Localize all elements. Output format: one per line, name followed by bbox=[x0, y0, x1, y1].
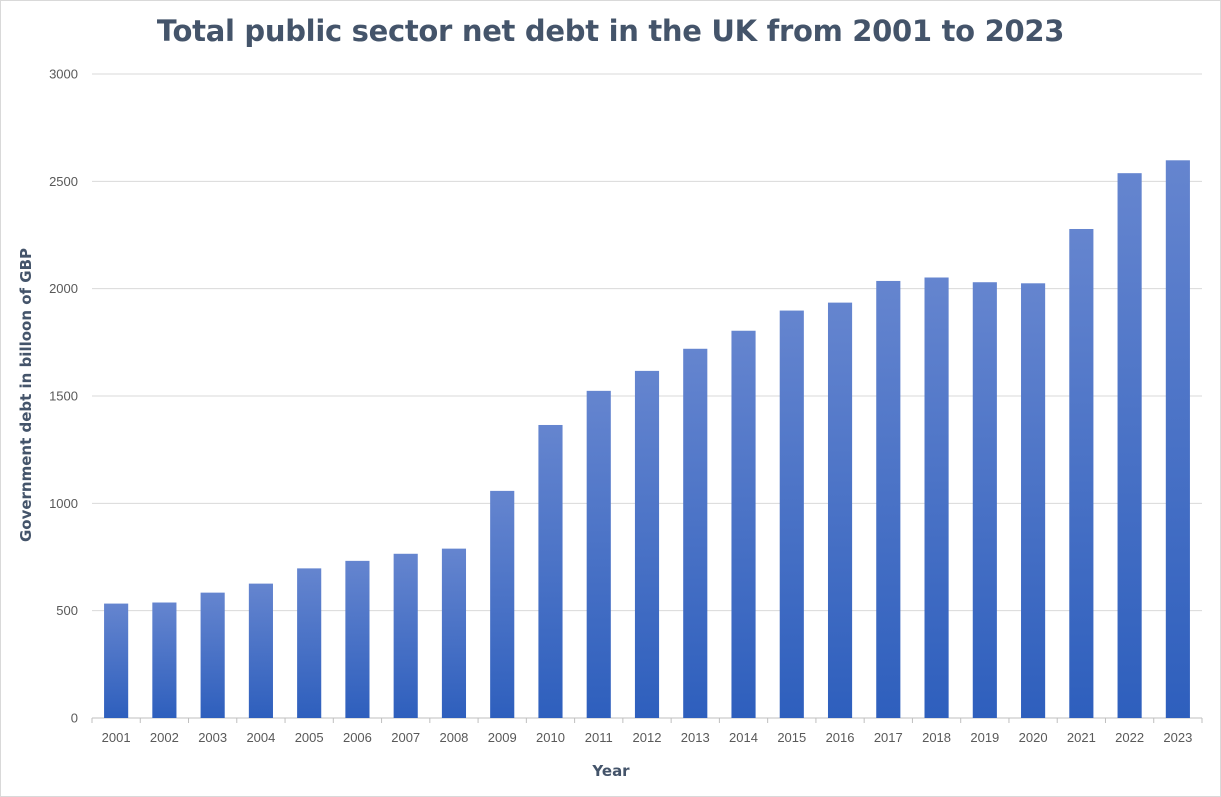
y-tick-label: 1500 bbox=[49, 389, 78, 404]
bar-2009 bbox=[490, 490, 515, 718]
x-tick-label: 2010 bbox=[536, 730, 565, 745]
bar-2021 bbox=[1069, 228, 1094, 719]
bar-2005 bbox=[297, 568, 322, 718]
x-tick-label: 2003 bbox=[198, 730, 227, 745]
bar-2007 bbox=[393, 553, 418, 718]
x-tick-label: 2023 bbox=[1163, 730, 1192, 745]
x-tick-label: 2005 bbox=[295, 730, 324, 745]
x-tick-label: 2021 bbox=[1067, 730, 1096, 745]
bar-2004 bbox=[248, 583, 273, 718]
y-axis-ticks: 0 500 1000 1500 2000 2500 3000 bbox=[49, 67, 78, 726]
x-tick-label: 2014 bbox=[729, 730, 758, 745]
bar-2016 bbox=[827, 302, 853, 718]
y-tick-label: 3000 bbox=[49, 67, 78, 82]
x-tick-label: 2020 bbox=[1019, 730, 1048, 745]
chart-title: Total public sector net debt in the UK f… bbox=[156, 14, 1065, 48]
bar-2020 bbox=[1021, 283, 1046, 718]
bars bbox=[104, 160, 1190, 719]
x-tick-label: 2012 bbox=[633, 730, 662, 745]
bar-2001 bbox=[104, 603, 129, 718]
bar-2012 bbox=[634, 370, 660, 718]
x-tick-label: 2008 bbox=[439, 730, 468, 745]
x-axis-title: Year bbox=[591, 762, 630, 780]
bar-2023 bbox=[1165, 160, 1190, 718]
bar-2010 bbox=[538, 424, 563, 718]
x-tick-label: 2009 bbox=[488, 730, 517, 745]
y-tick-label: 0 bbox=[71, 711, 78, 726]
bar-2014 bbox=[731, 330, 756, 718]
y-tick-label: 1000 bbox=[49, 496, 78, 511]
bar-2002 bbox=[152, 602, 177, 718]
x-tick-label: 2017 bbox=[874, 730, 903, 745]
x-tick-label: 2016 bbox=[826, 730, 855, 745]
x-tick-label: 2002 bbox=[150, 730, 179, 745]
x-tick-label: 2019 bbox=[970, 730, 999, 745]
x-tick-label: 2022 bbox=[1115, 730, 1144, 745]
bar-2019 bbox=[972, 282, 997, 718]
x-tick-label: 2001 bbox=[102, 730, 131, 745]
x-tick-label: 2018 bbox=[922, 730, 951, 745]
y-tick-label: 2000 bbox=[49, 281, 78, 296]
bar-2013 bbox=[683, 348, 708, 718]
bar-2017 bbox=[876, 280, 901, 718]
x-tick-label: 2011 bbox=[585, 730, 613, 745]
bar-2008 bbox=[441, 548, 467, 718]
x-tick-label: 2004 bbox=[246, 730, 275, 745]
x-tick-label: 2013 bbox=[681, 730, 710, 745]
bar-2022 bbox=[1117, 173, 1142, 718]
y-tick-label: 500 bbox=[56, 603, 78, 618]
bar-2003 bbox=[200, 592, 225, 718]
bar-2011 bbox=[586, 390, 611, 718]
x-axis-ticks: 2001 2002 2003 2004 2005 2006 2007 2008 2009 2010… bbox=[91, 718, 1203, 745]
bar-2006 bbox=[345, 560, 370, 718]
x-tick-label: 2015 bbox=[777, 730, 806, 745]
bar-2015 bbox=[779, 310, 804, 718]
x-tick-label: 2006 bbox=[343, 730, 372, 745]
bar-2018 bbox=[924, 277, 949, 718]
x-tick-label: 2007 bbox=[391, 730, 420, 745]
y-axis-title: Government debt in billoon of GBP bbox=[17, 248, 35, 542]
y-tick-label: 2500 bbox=[49, 174, 78, 189]
